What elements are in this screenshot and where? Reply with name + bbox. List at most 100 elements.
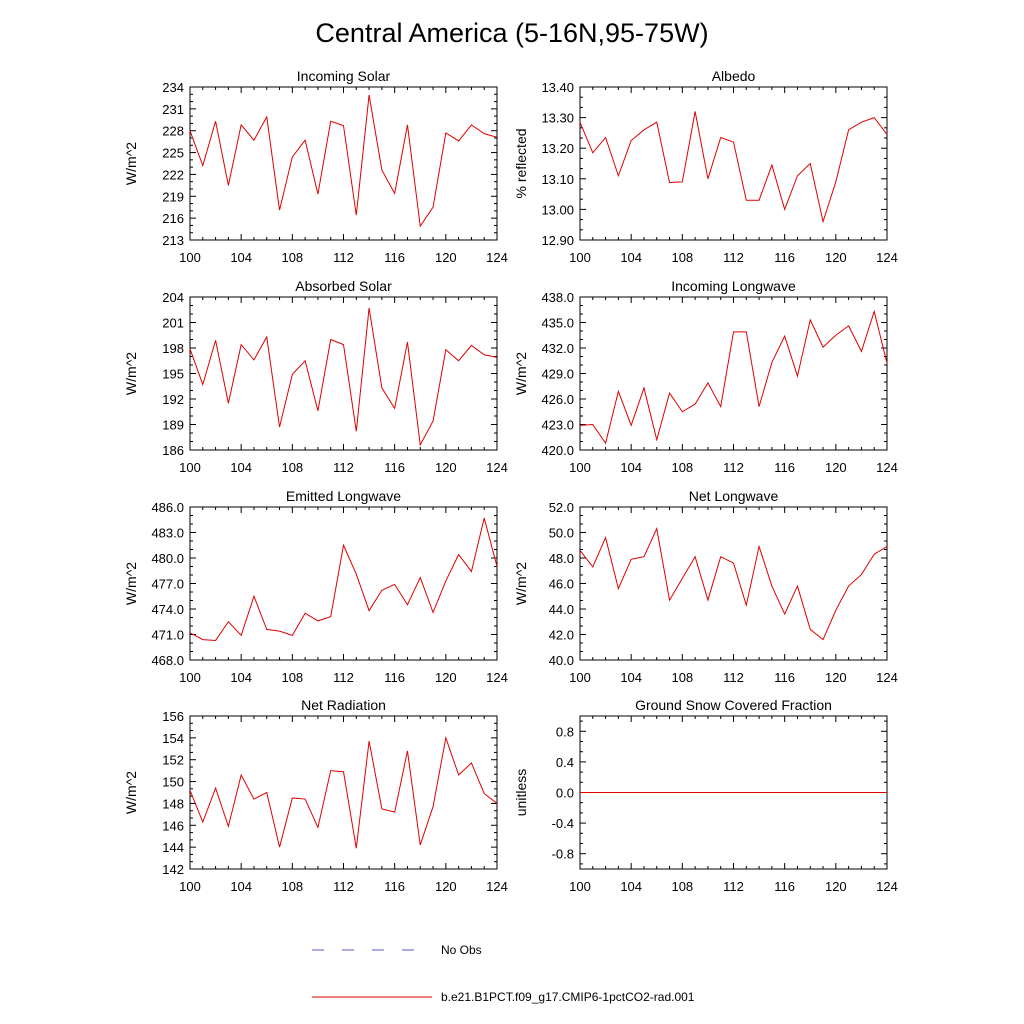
y-tick-label: 13.10	[541, 172, 574, 187]
x-tick-label: 100	[569, 250, 591, 265]
panel-7: Net Radiation W/m^2 100 104 108 112 116 120 124 1…	[123, 697, 508, 894]
x-tick-label: 112	[333, 460, 354, 475]
panel-6: Net Longwave W/m^2 100 104 108 112 116 120 124 40…	[513, 488, 898, 685]
panel-title: Emitted Longwave	[286, 488, 401, 504]
y-tick-label: 50.0	[549, 526, 574, 541]
x-tick-label: 120	[435, 670, 457, 685]
legend-label-no-obs: No Obs	[441, 943, 482, 957]
series-line	[579, 111, 888, 224]
panel-5: Emitted Longwave W/m^2 100 104 108 112 116 120 1…	[123, 488, 508, 685]
x-tick-label: 104	[230, 670, 252, 685]
x-tick-label: 100	[569, 670, 591, 685]
y-tick-label: 201	[162, 316, 184, 331]
y-axis-label: W/m^2	[123, 771, 139, 814]
x-tick-label: 100	[179, 460, 201, 475]
plot-frame	[579, 296, 888, 451]
x-tick-label: 120	[825, 460, 847, 475]
legend: No Obs b.e21.B1PCT.f09_g17.CMIP6-1pctCO2…	[312, 943, 695, 1004]
y-tick-label: 186	[162, 443, 184, 458]
x-tick-label: 112	[723, 460, 744, 475]
x-tick-label: 116	[384, 460, 405, 475]
x-tick-label: 116	[774, 879, 795, 894]
x-tick-label: 124	[486, 879, 508, 894]
y-tick-label: 198	[162, 341, 184, 356]
y-tick-label: 471.0	[151, 628, 184, 643]
y-tick-label: 474.0	[151, 602, 184, 617]
y-tick-label: 189	[162, 418, 184, 433]
x-tick-label: 112	[723, 879, 744, 894]
x-tick-label: 104	[620, 879, 642, 894]
y-axis-label: W/m^2	[123, 562, 139, 605]
series-line	[579, 309, 888, 445]
x-tick-label: 124	[486, 250, 508, 265]
y-tick-label: 144	[162, 840, 184, 855]
plot-frame	[189, 296, 498, 451]
x-tick-label: 108	[281, 460, 303, 475]
plot-frame	[189, 86, 498, 241]
x-tick-label: 108	[281, 879, 303, 894]
y-tick-label: 480.0	[151, 551, 184, 566]
x-tick-label: 120	[825, 250, 847, 265]
x-tick-label: 116	[384, 670, 405, 685]
y-tick-label: 0.0	[556, 786, 574, 801]
x-tick-label: 112	[723, 670, 744, 685]
plot-frame	[579, 86, 888, 241]
y-tick-label: 44.0	[549, 602, 574, 617]
x-tick-label: 116	[774, 460, 795, 475]
y-tick-label: 156	[162, 709, 184, 724]
y-axis-label: W/m^2	[513, 352, 529, 395]
x-tick-label: 100	[179, 670, 201, 685]
y-tick-label: 213	[162, 233, 184, 248]
y-tick-label: 152	[162, 753, 184, 768]
panels: Incoming Solar W/m^2 100 104 108 112 116 120 124…	[123, 68, 898, 894]
y-tick-label: 46.0	[549, 577, 574, 592]
x-tick-label: 104	[620, 460, 642, 475]
y-tick-label: 48.0	[549, 551, 574, 566]
x-tick-label: 104	[620, 670, 642, 685]
x-tick-label: 108	[671, 879, 693, 894]
y-tick-label: 228	[162, 124, 184, 139]
y-tick-label: 192	[162, 392, 184, 407]
y-axis-label: W/m^2	[123, 142, 139, 185]
x-tick-label: 108	[671, 670, 693, 685]
series-line	[579, 527, 888, 641]
y-tick-label: 146	[162, 818, 184, 833]
y-tick-label: 195	[162, 367, 184, 382]
y-tick-label: 435.0	[541, 316, 574, 331]
x-tick-label: 120	[825, 879, 847, 894]
panel-title: Net Longwave	[689, 488, 779, 504]
x-tick-label: 108	[671, 250, 693, 265]
x-tick-label: 104	[620, 250, 642, 265]
x-tick-label: 112	[723, 250, 744, 265]
x-tick-label: 124	[876, 250, 898, 265]
x-tick-label: 124	[876, 879, 898, 894]
x-tick-label: 104	[230, 879, 252, 894]
y-tick-label: 148	[162, 796, 184, 811]
plot-frame	[189, 715, 498, 870]
y-tick-label: 225	[162, 146, 184, 161]
y-tick-label: 0.8	[556, 724, 574, 739]
y-tick-label: 154	[162, 731, 184, 746]
x-tick-label: 116	[774, 250, 795, 265]
y-axis-label: W/m^2	[513, 562, 529, 605]
y-tick-label: 426.0	[541, 392, 574, 407]
y-tick-label: 216	[162, 211, 184, 226]
y-tick-label: 13.30	[541, 111, 574, 126]
x-tick-label: 120	[435, 250, 457, 265]
y-tick-label: 423.0	[541, 418, 574, 433]
y-axis-label: % reflected	[513, 128, 529, 198]
y-tick-label: 432.0	[541, 341, 574, 356]
y-tick-label: 13.20	[541, 141, 574, 156]
panel-title: Albedo	[712, 68, 756, 84]
y-tick-label: 0.4	[556, 755, 574, 770]
plot-frame	[189, 506, 498, 661]
panel-3: Absorbed Solar W/m^2 100 104 108 112 116 120 124…	[123, 278, 508, 475]
panel-title: Incoming Longwave	[671, 278, 796, 294]
panel-title: Net Radiation	[301, 697, 386, 713]
legend-label-model: b.e21.B1PCT.f09_g17.CMIP6-1pctCO2-rad.00…	[441, 990, 695, 1004]
x-tick-label: 108	[281, 250, 303, 265]
series-line	[189, 307, 498, 447]
x-tick-label: 124	[876, 460, 898, 475]
y-tick-label: 438.0	[541, 290, 574, 305]
